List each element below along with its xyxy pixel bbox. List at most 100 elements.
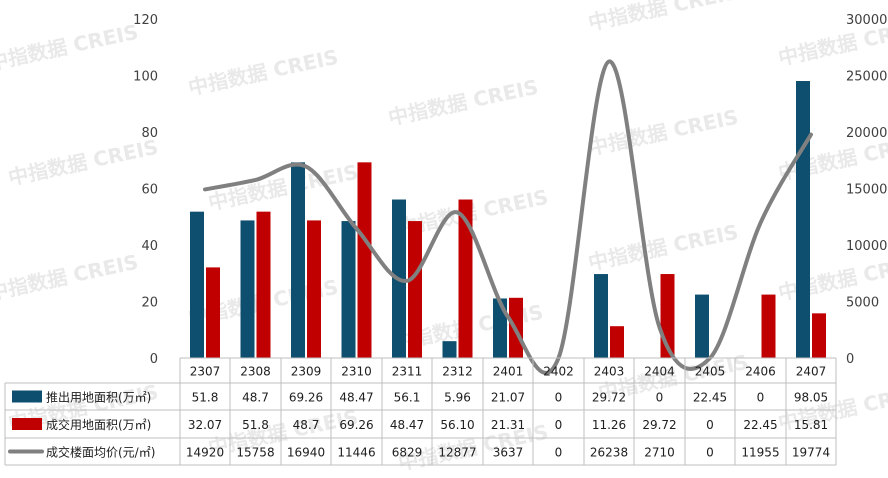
data-label: 14920 [186, 446, 224, 460]
bar-deal [458, 199, 473, 358]
y-left-tick-label: 20 [141, 296, 158, 311]
bar-deal [256, 211, 271, 358]
y-left-tick-label: 120 [133, 13, 158, 28]
bar-deal [206, 267, 220, 358]
data-label: 48.7 [242, 391, 269, 405]
x-category-label: 2312 [442, 365, 473, 379]
bar-supply [291, 162, 305, 358]
data-label: 19774 [792, 446, 830, 460]
x-category-label: 2308 [240, 365, 271, 379]
bar-deal [408, 221, 422, 358]
x-category-label: 2404 [644, 365, 675, 379]
y-left-tick-label: 80 [141, 126, 158, 141]
bar-supply [442, 341, 457, 358]
y-left-tick-label: 60 [141, 183, 158, 198]
watermark-text: 中指数据 CREIS [586, 0, 740, 35]
bar-supply [695, 294, 709, 358]
bar-deal [357, 162, 372, 358]
data-label: 0 [706, 418, 714, 432]
data-label: 29.72 [592, 391, 626, 405]
data-label: 16940 [287, 446, 325, 460]
data-label: 21.31 [491, 418, 525, 432]
bar-supply [594, 274, 608, 358]
data-label: 29.72 [642, 418, 676, 432]
legend-key-1 [12, 418, 42, 430]
x-category-label: 2307 [190, 365, 221, 379]
data-label: 0 [555, 391, 563, 405]
bar-supply [190, 211, 204, 358]
data-label: 15758 [236, 446, 274, 460]
data-label: 51.8 [242, 418, 269, 432]
bars [190, 81, 826, 358]
watermark-text: 中指数据 CREIS [586, 220, 740, 275]
data-table: 2307 2308 2309 2310 2311 2312 2401 2402 2403 2404… [4, 357, 837, 466]
axes: 0 20 40 60 80 100 120 0 5000 10000 15000 20000 25000… [133, 13, 887, 367]
data-label: 22.45 [693, 391, 727, 405]
data-label: 21.07 [491, 391, 525, 405]
data-label: 11.26 [592, 418, 626, 432]
x-category-label: 2407 [796, 365, 827, 379]
y-right-tick-label: 0 [846, 352, 854, 367]
data-label: 51.8 [192, 391, 219, 405]
data-label: 5.96 [444, 391, 471, 405]
y-right-tick-label: 20000 [846, 126, 887, 141]
legend-key-0 [12, 390, 42, 403]
x-category-label: 2403 [594, 365, 625, 379]
x-category-label: 2402 [543, 365, 574, 379]
data-label: 69.26 [339, 418, 373, 432]
x-category-label: 2309 [291, 365, 322, 379]
watermark-text: 中指数据 CREIS [6, 135, 160, 190]
y-right-tick-label: 15000 [846, 183, 887, 198]
x-category-label: 2311 [392, 365, 423, 379]
legend-label-1: 成交用地面积(万㎡) [46, 417, 151, 432]
data-label: 12877 [438, 446, 476, 460]
data-label: 6829 [392, 446, 423, 460]
x-category-label: 2406 [745, 365, 776, 379]
bar-deal [761, 294, 776, 358]
y-right-tick-label: 30000 [846, 13, 887, 28]
data-label: 98.05 [794, 391, 828, 405]
data-label: 0 [555, 446, 563, 460]
data-label: 3637 [493, 446, 524, 460]
y-right-tick-label: 5000 [846, 296, 879, 311]
data-label: 26238 [590, 446, 628, 460]
data-label: 48.47 [390, 418, 424, 432]
data-label: 48.47 [339, 391, 373, 405]
data-label: 56.10 [440, 418, 474, 432]
watermark-text: 中指数据 CREIS [386, 75, 540, 130]
watermark-text: 中指数据 CREIS [0, 20, 140, 75]
bar-supply [341, 221, 356, 358]
data-label: 0 [706, 446, 714, 460]
bar-supply [240, 220, 255, 358]
bar-deal [812, 313, 826, 358]
watermark-text: 中指数据 CREIS [186, 45, 340, 100]
data-label: 56.1 [394, 391, 421, 405]
data-label: 32.07 [188, 418, 222, 432]
y-right-tick-label: 25000 [846, 70, 887, 85]
watermark-text: 中指数据 CREIS [586, 105, 740, 160]
x-category-label: 2405 [695, 365, 726, 379]
data-label: 0 [555, 418, 563, 432]
bar-supply [796, 81, 810, 358]
data-label: 0 [757, 391, 765, 405]
bar-deal [307, 220, 321, 358]
data-label: 0 [656, 391, 664, 405]
y-left-tick-label: 0 [150, 352, 158, 367]
bar-supply [493, 298, 507, 358]
data-label: 15.81 [794, 418, 828, 432]
legend-label-2: 成交楼面均价(元/㎡) [46, 445, 155, 460]
data-label: 11955 [741, 446, 779, 460]
x-category-label: 2310 [341, 365, 372, 379]
data-label: 69.26 [289, 391, 323, 405]
x-category-label: 2401 [493, 365, 524, 379]
watermark-text: 中指数据 CREIS [0, 250, 140, 305]
data-label: 48.7 [293, 418, 320, 432]
y-left-tick-label: 40 [141, 239, 158, 254]
y-right-tick-label: 10000 [846, 239, 887, 254]
data-label: 2710 [644, 446, 675, 460]
data-label: 11446 [337, 446, 375, 460]
legend-label-0: 推出用地面积(万㎡) [46, 391, 151, 405]
bar-deal [610, 326, 624, 358]
